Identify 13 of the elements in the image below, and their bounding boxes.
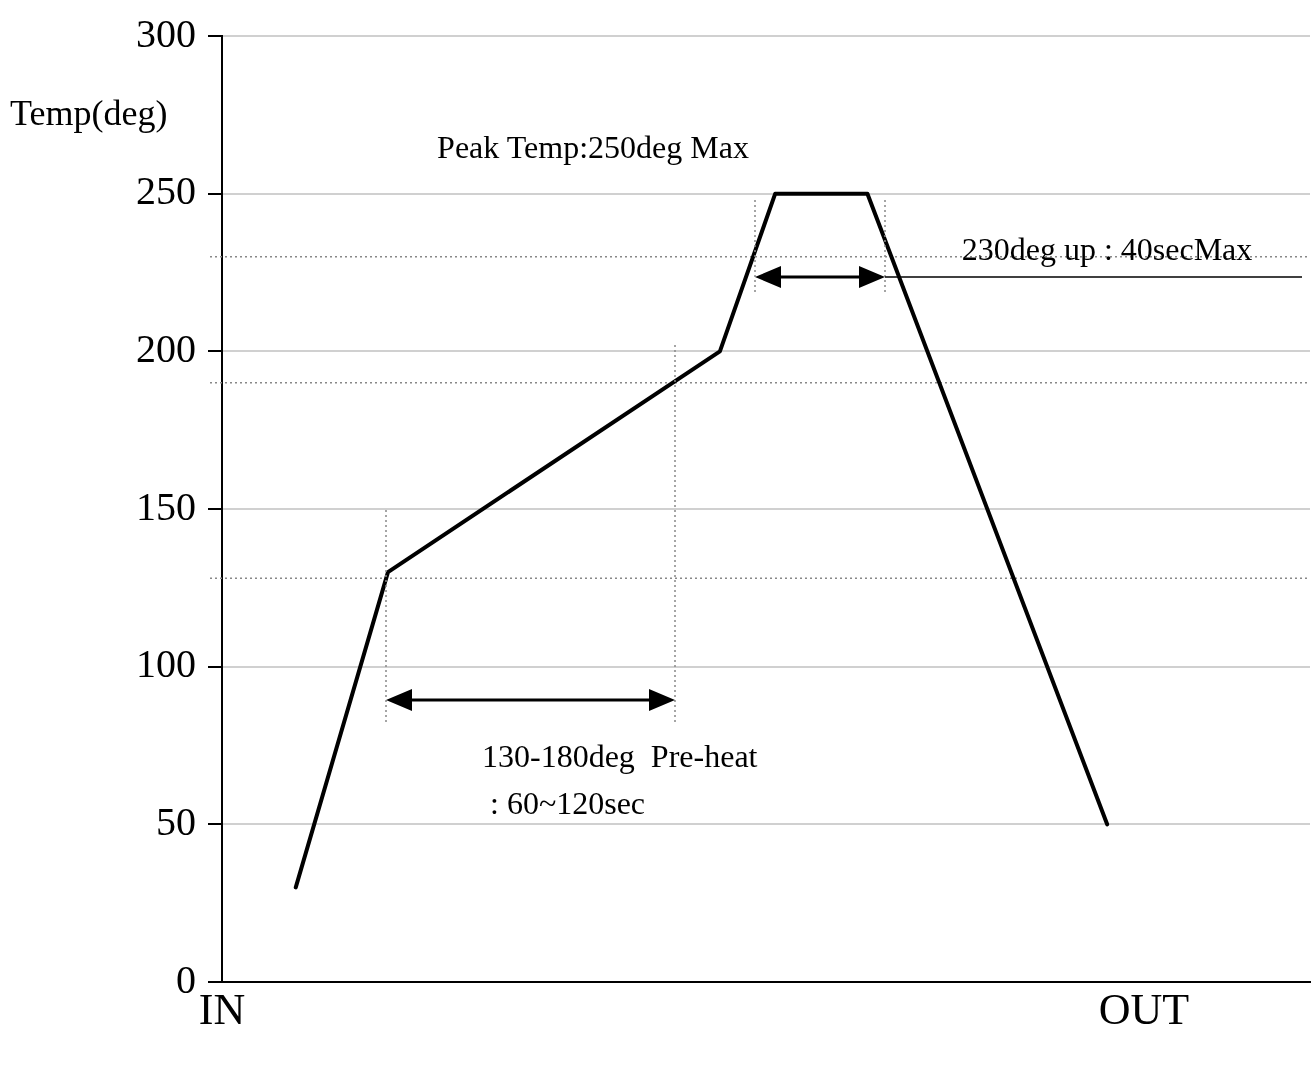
y-tick-label: 150 [136,483,196,529]
y-tick-label: 200 [136,325,196,371]
y-tick-label: 0 [176,956,196,1002]
y-tick-label: 100 [136,641,196,687]
y-tick-label: 300 [136,10,196,56]
x-tick-label: OUT [1098,984,1190,1034]
annotation: 230deg up : 40secMax [961,231,1253,267]
y-axis-title: Temp(deg) [10,92,168,134]
x-tick-label: IN [198,984,246,1034]
annotation: Peak Temp:250deg Max [437,129,749,165]
annotation: 130-180deg Pre-heat : 60~120sec [482,738,758,821]
y-tick-label: 50 [156,798,196,844]
y-tick-label: 250 [136,168,196,214]
